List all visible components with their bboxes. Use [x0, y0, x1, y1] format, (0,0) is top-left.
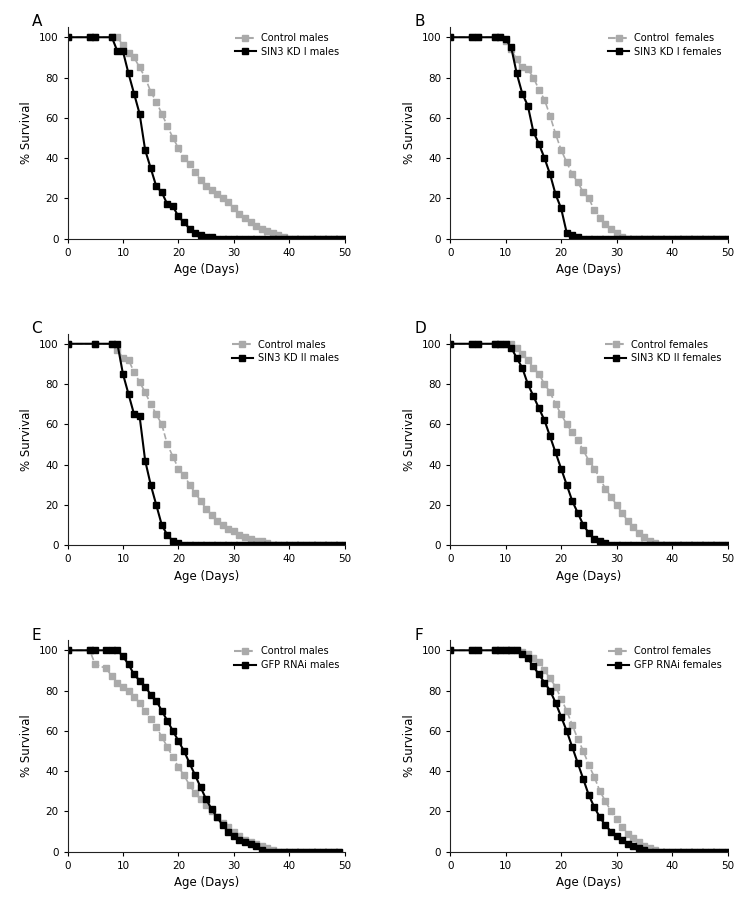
Y-axis label: % Survival: % Survival — [20, 101, 33, 164]
Y-axis label: % Survival: % Survival — [403, 715, 416, 777]
Text: F: F — [414, 628, 423, 642]
Legend: Control females, GFP RNAi females: Control females, GFP RNAi females — [604, 642, 725, 674]
Text: C: C — [32, 321, 42, 336]
X-axis label: Age (Days): Age (Days) — [173, 570, 238, 583]
Y-axis label: % Survival: % Survival — [403, 101, 416, 164]
Y-axis label: % Survival: % Survival — [20, 715, 33, 777]
X-axis label: Age (Days): Age (Days) — [556, 876, 622, 889]
X-axis label: Age (Days): Age (Days) — [556, 570, 622, 583]
Text: D: D — [414, 321, 426, 336]
X-axis label: Age (Days): Age (Days) — [556, 263, 622, 276]
X-axis label: Age (Days): Age (Days) — [173, 876, 238, 889]
Legend: Control  females, SIN3 KD I females: Control females, SIN3 KD I females — [604, 29, 725, 61]
Legend: Control females, SIN3 KD II females: Control females, SIN3 KD II females — [602, 335, 725, 367]
Y-axis label: % Survival: % Survival — [20, 408, 33, 471]
Legend: Control males, GFP RNAi males: Control males, GFP RNAi males — [230, 642, 343, 674]
Legend: Control males, SIN3 KD I males: Control males, SIN3 KD I males — [231, 29, 343, 61]
Y-axis label: % Survival: % Survival — [403, 408, 416, 471]
Text: B: B — [414, 14, 424, 30]
Text: E: E — [32, 628, 41, 642]
Legend: Control males, SIN3 KD II males: Control males, SIN3 KD II males — [228, 335, 343, 367]
X-axis label: Age (Days): Age (Days) — [173, 263, 238, 276]
Text: A: A — [32, 14, 42, 30]
